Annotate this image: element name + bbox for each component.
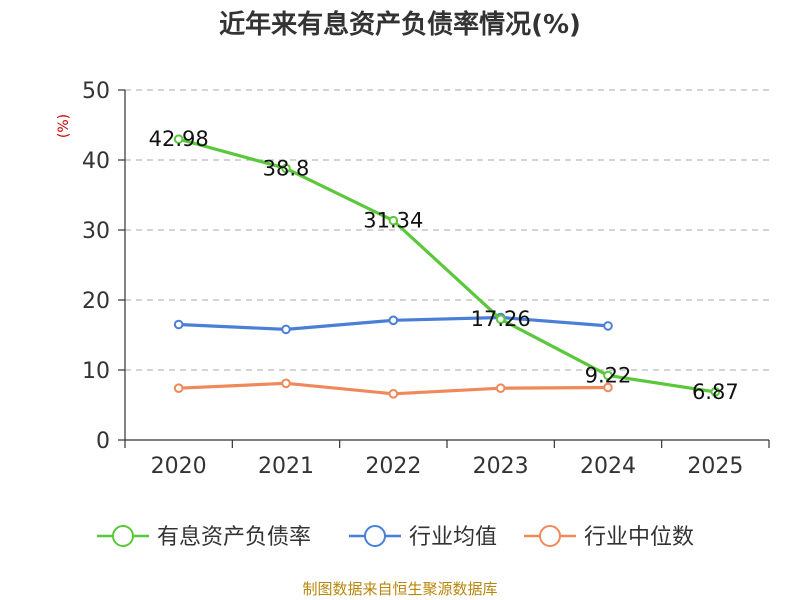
y-tick-label: 50: [82, 79, 110, 104]
source-note: 制图数据来自恒生聚源数据库: [302, 580, 497, 598]
data-label: 31.34: [363, 209, 423, 233]
data-point: [710, 387, 721, 397]
data-label: 38.8: [263, 156, 310, 180]
legend-marker: [112, 525, 134, 547]
legend: 有息资产负债率 行业均值 行业中位数: [97, 525, 694, 550]
data-point: [388, 389, 399, 399]
axes: 0 10 20 30 40 50 2020 2021 2022 2023 2024 2025: [82, 79, 770, 479]
data-point: [495, 383, 506, 394]
x-tick-label: 2023: [473, 454, 529, 479]
y-tick-label: 0: [96, 429, 110, 454]
legend-label: 行业中位数: [584, 525, 694, 550]
data-point: [281, 163, 291, 174]
data-point: [173, 383, 184, 394]
series-line-0: [177, 137, 717, 394]
data-label: 17.26: [471, 307, 531, 331]
data-point: [495, 314, 506, 324]
chart-title: 近年来有息资产负债率情况(%): [219, 9, 581, 40]
data-point: [388, 215, 399, 226]
y-tick-label: 30: [82, 219, 110, 244]
y-tick-label: 40: [82, 149, 110, 174]
data-label: 9.22: [585, 363, 632, 387]
legend-label: 行业均值: [409, 525, 497, 550]
y-tick-label: 10: [82, 359, 110, 384]
data-point: [388, 315, 399, 326]
data-point: [173, 134, 184, 144]
data-point: [603, 382, 613, 393]
grid-lines: [125, 89, 769, 371]
x-tick-label: 2021: [258, 454, 314, 479]
y-tick-label: 20: [82, 289, 110, 314]
data-point: [173, 319, 184, 330]
legend-marker: [364, 525, 386, 547]
data-point: [281, 378, 291, 389]
legend-marker: [539, 525, 561, 547]
legend-label: 有息资产负债率: [157, 525, 311, 550]
x-tick-label: 2025: [687, 454, 743, 479]
x-tick-label: 2024: [580, 454, 636, 479]
y-axis-label: (%): [56, 114, 72, 138]
data-point: [603, 370, 613, 381]
data-point: [603, 321, 613, 331]
data-point: [281, 324, 291, 335]
data-label: 42.98: [149, 127, 209, 151]
data-label: 6.87: [692, 380, 739, 404]
series-lines: [173, 134, 721, 399]
x-tick-label: 2020: [151, 454, 207, 479]
x-tick-label: 2022: [365, 454, 421, 479]
data-labels: 42.98 38.8 31.34 17.26 9.22 6.87: [149, 127, 739, 404]
